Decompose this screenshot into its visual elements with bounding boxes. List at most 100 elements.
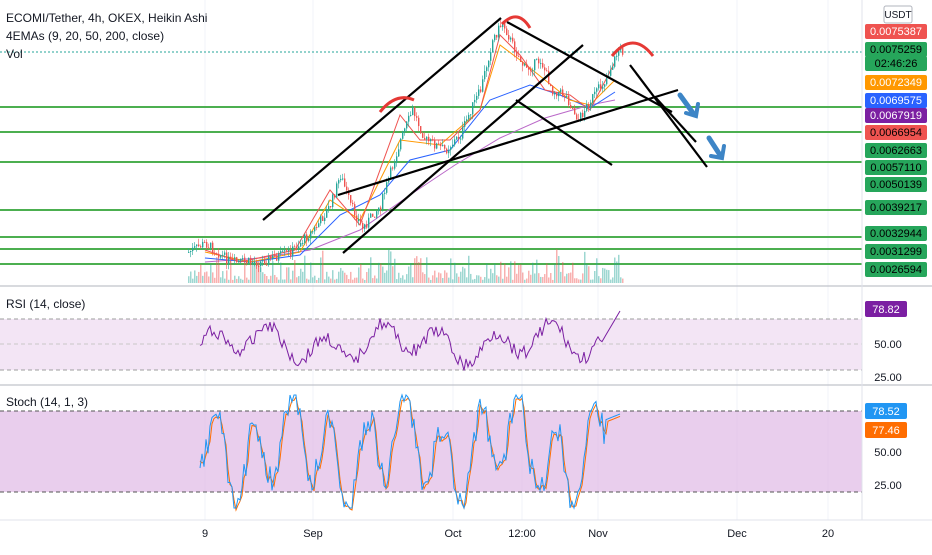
volume-bar bbox=[432, 275, 434, 283]
candle-body bbox=[224, 252, 226, 255]
rsi-title: RSI (14, close) bbox=[6, 297, 85, 311]
volume-bar bbox=[376, 278, 378, 283]
ema-lines bbox=[204, 34, 616, 263]
forecast-arrows[interactable] bbox=[677, 92, 726, 161]
candle-body bbox=[562, 89, 564, 96]
volume-bar bbox=[608, 270, 610, 283]
candle-body bbox=[190, 251, 192, 253]
top-arc-1 bbox=[378, 96, 415, 113]
candle-body bbox=[230, 256, 232, 259]
volume-bar bbox=[472, 279, 474, 283]
candle-body bbox=[442, 144, 444, 147]
candle-body bbox=[394, 162, 396, 169]
stoch-k-badge bbox=[865, 403, 907, 419]
volume-bar bbox=[192, 278, 194, 283]
volume-bar bbox=[488, 278, 490, 283]
volume-bar bbox=[414, 258, 416, 283]
rsi-value: 78.82 bbox=[872, 304, 900, 316]
ema-50-line bbox=[204, 84, 616, 263]
volume-bar bbox=[502, 278, 504, 283]
candle-body bbox=[356, 215, 358, 222]
volume-bar bbox=[374, 275, 376, 283]
candle-body bbox=[298, 246, 300, 250]
candle-body bbox=[476, 95, 478, 100]
stoch-band bbox=[0, 411, 862, 492]
time-tick: Sep bbox=[303, 528, 323, 540]
candle-body bbox=[526, 63, 528, 68]
heikin-ashi-candles bbox=[188, 20, 624, 273]
candle-body bbox=[304, 234, 306, 243]
candle-body bbox=[506, 28, 508, 35]
wedge-upper-line bbox=[506, 21, 673, 113]
candle-body bbox=[290, 249, 292, 257]
candle-body bbox=[462, 126, 464, 139]
volume-bar bbox=[214, 277, 216, 283]
price-pane[interactable] bbox=[0, 0, 862, 520]
volume-bar bbox=[264, 273, 266, 283]
candle-body bbox=[500, 25, 502, 28]
volume-bar bbox=[226, 270, 228, 283]
stoch-axis-label: 25.00 bbox=[874, 480, 902, 492]
volume-bar bbox=[336, 278, 338, 283]
volume-bar bbox=[410, 263, 412, 283]
candle-body bbox=[534, 59, 536, 71]
support-lines[interactable] bbox=[0, 106, 862, 265]
candle-body bbox=[502, 23, 504, 28]
volume-bar bbox=[298, 276, 300, 283]
volume-bar bbox=[382, 266, 384, 283]
candle-body bbox=[358, 219, 360, 222]
rsi-axis-label: 25.00 bbox=[874, 372, 902, 384]
stoch-pane[interactable]: Stoch (14, 1, 3) bbox=[0, 393, 862, 512]
volume-bar bbox=[384, 272, 386, 283]
price-label-badge bbox=[865, 56, 927, 71]
candle-body bbox=[432, 139, 434, 141]
price-label-badge bbox=[865, 24, 927, 39]
volume-bar bbox=[464, 268, 466, 283]
volume-bar bbox=[620, 277, 622, 283]
drop-line-2 bbox=[655, 97, 697, 143]
volume-bar bbox=[276, 277, 278, 283]
time-axis[interactable]: 9 Sep Oct 12:00 Nov Dec 20 bbox=[0, 519, 932, 540]
volume-bar bbox=[484, 277, 486, 283]
volume-bar bbox=[558, 256, 560, 283]
volume-bar bbox=[332, 270, 334, 283]
candle-body bbox=[258, 265, 260, 267]
candle-body bbox=[332, 194, 334, 208]
time-tick: Nov bbox=[588, 528, 608, 540]
candle-body bbox=[280, 250, 282, 254]
candle-body bbox=[276, 256, 278, 261]
candle-body bbox=[466, 119, 468, 121]
candle-body bbox=[586, 104, 588, 111]
candle-body bbox=[206, 242, 208, 248]
candle-body bbox=[268, 256, 270, 265]
currency-button[interactable] bbox=[883, 5, 913, 24]
volume-bar bbox=[262, 272, 264, 283]
volume-bar bbox=[416, 256, 418, 283]
time-tick: 20 bbox=[822, 528, 834, 540]
candle-body bbox=[592, 94, 594, 103]
volume-bar bbox=[266, 276, 268, 283]
volume-bar bbox=[248, 279, 250, 283]
candle-body bbox=[284, 250, 286, 252]
candle-body bbox=[600, 84, 602, 89]
volume-bar bbox=[278, 279, 280, 283]
volume-bar bbox=[556, 249, 558, 283]
top-markers[interactable] bbox=[378, 15, 655, 113]
volume-bar bbox=[470, 273, 472, 283]
volume-bar bbox=[202, 275, 204, 283]
candle-body bbox=[202, 241, 204, 248]
volume-bar bbox=[386, 270, 388, 283]
volume-bar bbox=[272, 260, 274, 283]
candle-body bbox=[222, 254, 224, 256]
volume-bar bbox=[320, 257, 322, 283]
volume-bar bbox=[244, 256, 246, 283]
candle-body bbox=[218, 253, 220, 258]
volume-bar bbox=[302, 271, 304, 283]
trend-lines[interactable] bbox=[262, 17, 708, 254]
rsi-pane[interactable]: RSI (14, close) bbox=[0, 297, 862, 371]
volume-bar bbox=[196, 275, 198, 283]
candle-body bbox=[412, 107, 414, 116]
price-scale[interactable]: USDT 0.0075387 0.0075259 02:46:26 0.0072349… bbox=[861, 0, 927, 520]
price-label-value: 0.0062663 bbox=[870, 145, 922, 157]
